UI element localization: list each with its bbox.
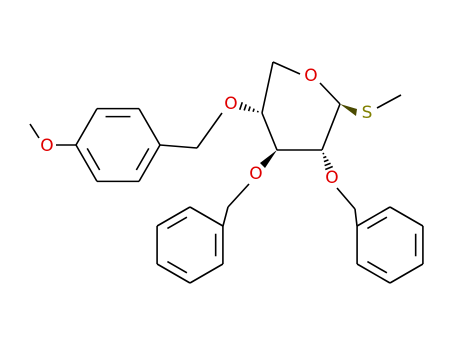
ring-bond — [389, 263, 424, 284]
aromatic-bond — [135, 148, 150, 171]
aromatic-bond — [367, 260, 388, 274]
ring-bond — [156, 263, 191, 284]
ring-bond — [75, 108, 98, 146]
bond — [159, 144, 198, 149]
atom-label: S — [362, 103, 373, 123]
bond — [336, 187, 356, 210]
wedge-bond — [260, 150, 277, 168]
bond — [376, 94, 402, 109]
bond — [196, 112, 223, 149]
aromatic-bond — [86, 148, 101, 171]
hashed-bond — [323, 155, 327, 159]
hashed-bond — [238, 101, 244, 111]
bonds — [29, 61, 424, 284]
bond — [222, 206, 229, 227]
atom-label: O — [325, 168, 338, 188]
ring-bond — [356, 263, 391, 284]
atom-label: O — [249, 164, 262, 184]
hashed-bond — [322, 152, 325, 155]
aromatic-bond — [167, 216, 188, 230]
atom-label: O — [224, 94, 237, 114]
hashed-bond — [252, 108, 255, 112]
bond — [261, 61, 274, 114]
bond — [29, 123, 40, 139]
hashed-bond — [247, 106, 251, 112]
bond — [272, 61, 301, 75]
hashed-bond — [324, 162, 331, 167]
bond — [321, 103, 341, 151]
atom-label: O — [304, 66, 317, 86]
hashed-bond — [324, 165, 334, 171]
bond — [354, 208, 358, 227]
bond — [261, 112, 278, 151]
bond — [227, 183, 250, 208]
ring-bond — [138, 108, 161, 146]
hashed-bond — [323, 159, 329, 163]
ring-bond — [156, 206, 191, 227]
bond — [319, 82, 341, 105]
atom-label: O — [40, 136, 53, 156]
hashed-bond — [256, 110, 259, 113]
ring-bond — [138, 144, 161, 182]
ring-bond — [189, 263, 224, 284]
ring-bond — [189, 206, 224, 227]
ring-bond — [389, 206, 424, 227]
ring-bond — [75, 144, 98, 182]
wedge-bond — [340, 104, 357, 116]
ring-bond — [356, 206, 391, 227]
aromatic-bond — [167, 260, 188, 274]
hashed-bond — [243, 104, 247, 111]
aromatic-bond — [367, 216, 388, 230]
